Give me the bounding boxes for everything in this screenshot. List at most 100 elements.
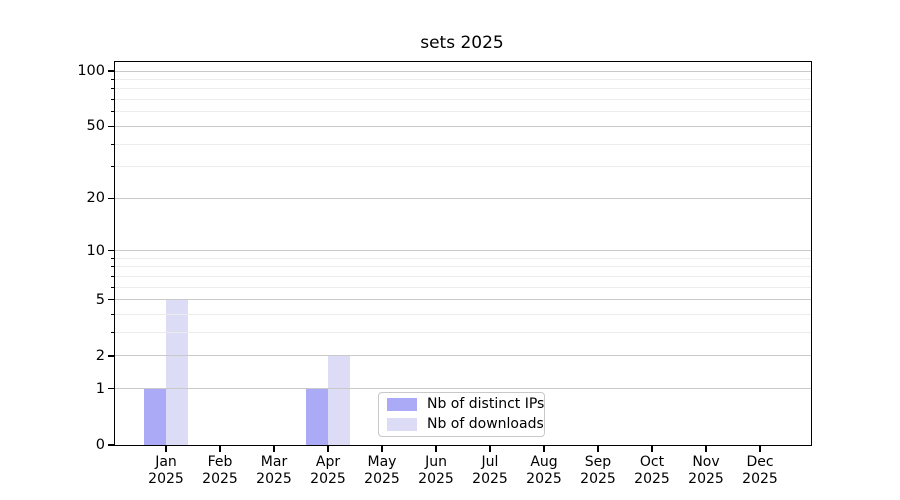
x-axis-tick xyxy=(597,445,599,452)
x-tick-year: 2025 xyxy=(256,470,292,487)
y-axis-tick xyxy=(108,444,115,446)
y-axis-minor-tick xyxy=(111,257,115,259)
y-gridline-minor xyxy=(115,257,811,259)
x-tick-month: Oct xyxy=(639,454,665,470)
x-tick-label: Apr 2025 xyxy=(288,454,368,487)
x-axis-tick xyxy=(273,445,275,452)
y-axis-minor-tick xyxy=(111,99,115,101)
x-axis-tick xyxy=(489,445,491,452)
y-tick-label: 0 xyxy=(95,437,105,453)
x-tick-month: Jul xyxy=(481,454,499,470)
bar xyxy=(166,299,188,445)
y-axis-tick xyxy=(108,388,115,390)
x-tick-month: Sep xyxy=(584,454,612,470)
x-axis-tick xyxy=(543,445,545,452)
y-axis-tick xyxy=(108,70,115,72)
y-tick-label: 5 xyxy=(95,291,105,308)
x-tick-label: Feb 2025 xyxy=(180,454,260,487)
bar xyxy=(306,388,328,445)
y-gridline-minor xyxy=(115,314,811,316)
y-gridline-major xyxy=(115,388,811,390)
y-gridline-minor xyxy=(115,332,811,334)
x-axis-tick xyxy=(381,445,383,452)
y-gridline-minor xyxy=(115,286,811,288)
x-tick-month: Mar xyxy=(260,454,288,470)
bar xyxy=(144,388,166,445)
x-axis-tick xyxy=(219,445,221,452)
legend-swatch xyxy=(387,418,417,431)
y-axis-tick xyxy=(108,125,115,128)
x-tick-month: Apr xyxy=(315,454,341,470)
y-tick-label: 100 xyxy=(77,63,105,80)
x-tick-label: Aug 2025 xyxy=(504,454,584,487)
x-tick-label: Dec 2025 xyxy=(720,454,800,487)
y-axis-minor-tick xyxy=(111,79,115,81)
y-gridline-minor xyxy=(115,79,811,81)
legend-label: Nb of distinct IPs xyxy=(427,396,545,412)
y-axis-tick xyxy=(108,355,115,357)
plot-area: 0 1 2 5 10 20 50 100 Jan 2025 Feb 2025 Mar 2025 Apr 202… xyxy=(77,61,812,487)
y-tick-label: 2 xyxy=(95,347,105,364)
y-axis-minor-tick xyxy=(111,266,115,268)
x-tick-year: 2025 xyxy=(310,470,346,487)
x-tick-label: May 2025 xyxy=(342,454,422,487)
y-gridline-major xyxy=(115,70,811,72)
y-gridline-minor xyxy=(115,276,811,278)
y-tick-label: 50 xyxy=(86,118,105,135)
y-axis-minor-tick xyxy=(111,332,115,334)
y-gridline-minor xyxy=(115,143,811,145)
legend-item: Nb of downloads xyxy=(387,416,544,433)
y-gridline-minor xyxy=(115,266,811,268)
x-tick-label: Jul 2025 xyxy=(450,454,530,487)
legend-swatch xyxy=(387,398,417,411)
y-tick-label: 10 xyxy=(86,242,105,259)
x-tick-year: 2025 xyxy=(580,470,616,487)
y-gridline-major xyxy=(115,299,811,301)
legend-item: Nb of distinct IPs xyxy=(387,396,544,413)
x-tick-label: Nov 2025 xyxy=(666,454,746,487)
y-gridline-major xyxy=(115,197,811,199)
x-tick-label: Jan 2025 xyxy=(126,454,206,487)
chart-title: sets 2025 xyxy=(420,33,504,53)
y-gridline-major xyxy=(115,250,811,252)
legend: Nb of distinct IPs Nb of downloads xyxy=(378,392,545,437)
y-axis-minor-tick xyxy=(111,314,115,316)
y-gridline-minor xyxy=(115,88,811,90)
y-tick-label: 20 xyxy=(86,190,105,207)
y-axis-tick xyxy=(108,250,115,252)
y-gridline-minor xyxy=(115,99,811,101)
x-tick-month: Nov xyxy=(692,454,720,470)
x-tick-year: 2025 xyxy=(364,470,400,487)
x-tick-month: Aug xyxy=(530,454,558,470)
x-axis-tick xyxy=(759,445,761,452)
x-tick-year: 2025 xyxy=(634,470,670,487)
x-tick-month: Jun xyxy=(425,454,447,470)
x-tick-year: 2025 xyxy=(202,470,238,487)
x-axis-tick xyxy=(651,445,653,452)
x-tick-year: 2025 xyxy=(418,470,454,487)
x-tick-month: Feb xyxy=(207,454,233,470)
x-tick-label: Oct 2025 xyxy=(612,454,692,487)
x-tick-year: 2025 xyxy=(148,470,184,487)
y-gridline-major xyxy=(115,125,811,127)
x-tick-month: May xyxy=(367,454,397,470)
y-axis-minor-tick xyxy=(111,286,115,288)
x-tick-month: Jan xyxy=(155,454,177,470)
legend-label: Nb of downloads xyxy=(427,416,544,432)
y-axis-tick xyxy=(108,197,115,199)
y-axis-minor-tick xyxy=(111,143,115,145)
y-tick-label: 1 xyxy=(95,380,105,397)
y-gridline-major xyxy=(115,355,811,357)
x-tick-year: 2025 xyxy=(688,470,724,487)
y-axis-minor-tick xyxy=(111,111,115,113)
x-axis-tick xyxy=(705,445,707,452)
y-axis-minor-tick xyxy=(111,276,115,278)
y-gridline-minor xyxy=(115,166,811,168)
bar xyxy=(328,355,350,445)
x-axis-tick xyxy=(327,445,329,452)
y-axis-tick xyxy=(108,299,115,301)
y-axis-minor-tick xyxy=(111,88,115,90)
y-gridline-minor xyxy=(115,111,811,113)
x-tick-label: Sep 2025 xyxy=(558,454,638,487)
